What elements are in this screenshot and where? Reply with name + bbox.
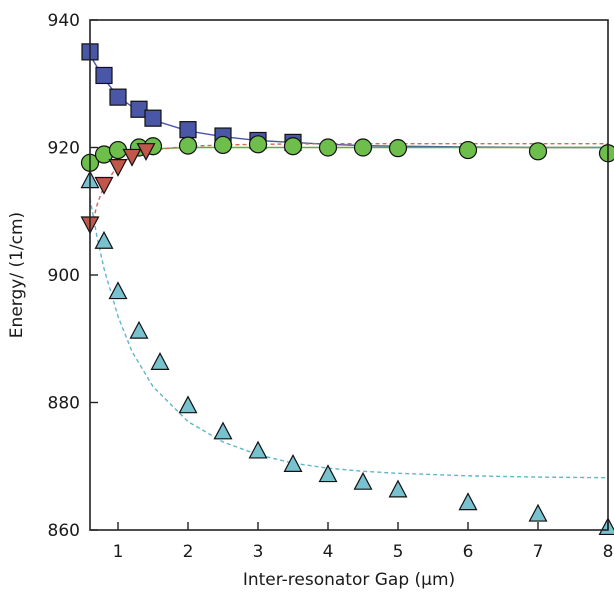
data-point-triangle-up-3: [129, 320, 149, 339]
fit-curves: [89, 54, 609, 479]
data-point-triangle-up-11: [388, 479, 408, 498]
data-point-triangle-down-3: [122, 148, 142, 167]
data-point-triangle-up-5: [178, 395, 198, 414]
data-point-triangle-down-2: [108, 159, 128, 177]
plot-frame: [89, 19, 609, 531]
x-tick-label: 3: [253, 542, 264, 562]
data-point-circle-7: [248, 135, 268, 154]
x-tick-label: 4: [323, 542, 334, 562]
data-point-triangle-up-4: [150, 352, 170, 370]
x-tick-label: 7: [533, 542, 544, 562]
x-tick-label: 2: [183, 542, 194, 562]
x-axis-label: Inter-resonator Gap (μm): [243, 570, 455, 590]
axis-ticks: 1 2 3 4 5 6 7 8 860 880 900 920 940: [48, 11, 614, 562]
fit-line-series-3: [89, 198, 609, 479]
data-point-triangle-up-9: [318, 464, 338, 483]
y-tick-label: 880: [48, 394, 80, 414]
data-markers: [80, 43, 614, 536]
data-point-square-3: [130, 100, 148, 118]
y-tick-label: 920: [48, 139, 80, 159]
x-tick-label: 5: [393, 542, 404, 562]
data-point-triangle-up-14: [598, 517, 614, 536]
x-tick-label: 8: [603, 542, 614, 562]
data-point-triangle-down-4: [136, 143, 156, 161]
data-point-circle-10: [353, 138, 373, 157]
y-tick-label: 860: [48, 521, 80, 541]
data-point-circle-12: [458, 140, 478, 160]
y-tick-label: 900: [48, 266, 80, 286]
data-point-triangle-up-8: [283, 454, 303, 472]
data-point-circle-6: [213, 135, 233, 155]
fit-line-series-2: [89, 142, 608, 234]
data-point-circle-8: [283, 137, 303, 156]
data-point-square-2: [109, 88, 127, 106]
data-point-triangle-up-1: [94, 230, 114, 249]
data-point-circle-13: [528, 142, 548, 161]
fit-line-series-0: [89, 54, 608, 149]
data-point-circle-11: [388, 139, 408, 158]
data-point-circle-5: [178, 136, 198, 155]
data-point-triangle-up-2: [108, 281, 128, 300]
x-tick-label: 6: [463, 542, 474, 562]
data-point-triangle-up-7: [248, 440, 268, 459]
y-tick-label: 940: [48, 11, 80, 31]
data-point-circle-9: [318, 138, 338, 157]
y-axis-label: Energy/ (1/cm): [7, 212, 27, 338]
data-point-triangle-down-1: [94, 176, 114, 195]
data-point-triangle-up-10: [353, 471, 373, 490]
data-point-square-1: [95, 66, 113, 85]
data-point-circle-14: [598, 144, 614, 163]
data-point-triangle-up-6: [213, 421, 233, 440]
data-point-square-4: [144, 109, 162, 127]
data-point-triangle-up-13: [528, 503, 548, 522]
data-point-triangle-up-12: [458, 492, 478, 511]
x-tick-label: 1: [113, 542, 124, 562]
data-point-square-5: [179, 121, 197, 139]
